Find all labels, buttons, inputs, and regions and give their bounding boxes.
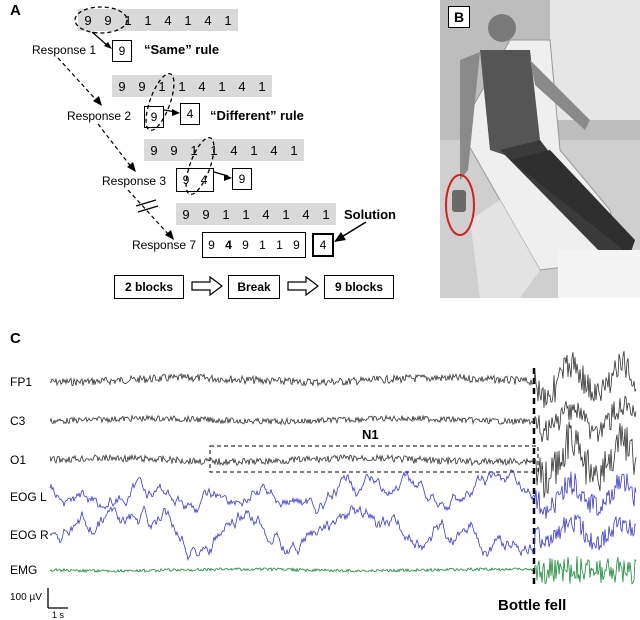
event-label: Bottle fell <box>498 597 567 614</box>
channel-label-o1: O1 <box>10 453 27 467</box>
task-annotations <box>57 6 367 297</box>
response-2-input-box: 9 <box>144 106 164 128</box>
panel-letter-c: C <box>10 330 21 347</box>
response-2-output-box: 4 <box>180 103 200 125</box>
bottle-circle <box>445 174 475 236</box>
trace-eog-l <box>49 468 637 520</box>
panel-letter-a: A <box>10 2 21 19</box>
trace-o1 <box>49 421 637 498</box>
flow-block-break: Break <box>228 275 280 299</box>
trace-c3 <box>49 395 637 443</box>
blurred-face <box>488 14 516 42</box>
participant-photo <box>440 0 640 298</box>
flow-block-1: 2 blocks <box>114 275 184 299</box>
dashed-arrow-1 <box>57 57 99 103</box>
ellipse-row-1 <box>74 6 128 34</box>
dashed-arrow-2 <box>97 123 133 169</box>
solution-box: 4 <box>312 233 334 257</box>
solution-label: Solution <box>344 207 396 222</box>
trace-eog-r <box>49 505 637 562</box>
channel-label-emg: EMG <box>10 563 38 577</box>
response-7-label: Response 7 <box>132 238 197 252</box>
trace-fp1 <box>49 351 637 408</box>
response-3-output-box: 9 <box>232 168 252 190</box>
channel-label-fp1: FP1 <box>10 375 33 389</box>
same-rule-label: “Same” rule <box>144 42 220 57</box>
flow-arrow-1 <box>191 275 223 297</box>
channel-label-c3: C3 <box>10 414 26 428</box>
channel-label-eog-r: EOG R <box>10 528 49 542</box>
n1-label: N1 <box>362 427 379 442</box>
response-3-label: Response 3 <box>102 174 167 188</box>
scale-voltage-label: 100 µV <box>10 592 42 603</box>
ellipse-row-2 <box>145 72 175 132</box>
trace-emg <box>49 556 637 585</box>
ellipse-row-3 <box>185 136 215 196</box>
panel-b-badge: B <box>448 6 470 28</box>
flow-arrow-2 <box>287 275 319 297</box>
response-2-label: Response 2 <box>67 109 132 123</box>
flow-block-2: 9 blocks <box>324 275 394 299</box>
eeg-traces <box>47 351 637 609</box>
response-1-box: 9 <box>112 40 132 62</box>
dashed-arrow-3 <box>127 189 171 237</box>
channel-label-eog-l: EOG L <box>10 490 47 504</box>
response-1-label: Response 1 <box>32 43 97 57</box>
scale-time-label: 1 s <box>52 610 65 620</box>
different-rule-label: “Different” rule <box>210 108 304 123</box>
